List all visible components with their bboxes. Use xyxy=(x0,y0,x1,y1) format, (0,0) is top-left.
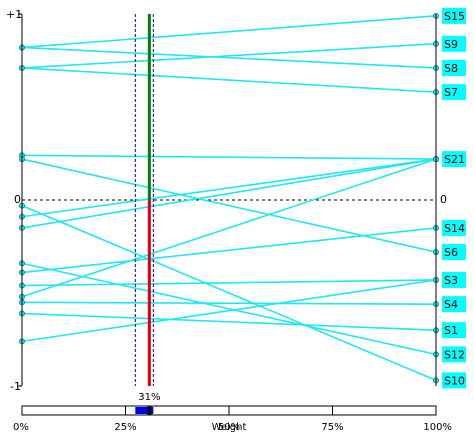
series-line-s4 xyxy=(21,301,437,305)
series-label-s1: S1 xyxy=(444,324,458,337)
series-label-bg xyxy=(442,271,466,288)
weight-axis[interactable]: 0% 25% 50% 75% 100% Weight xyxy=(13,405,452,433)
series-label-s8: S8 xyxy=(444,62,458,75)
weight-tick-label: 50% xyxy=(218,422,240,433)
weight-tick-label: 75% xyxy=(321,422,343,433)
weight-axis-title: Weight xyxy=(212,422,247,433)
y-tick-top: +1 xyxy=(6,8,22,21)
series-line-s14 xyxy=(21,227,437,274)
weight-axis-handle[interactable] xyxy=(147,406,152,415)
series-label-s14: S14 xyxy=(444,222,465,235)
series-line-s3 xyxy=(21,279,437,287)
series-label-bg xyxy=(442,296,466,313)
series-label-bg xyxy=(442,244,466,261)
series-label-bg xyxy=(442,372,466,389)
axes: +1 0 0 -1 xyxy=(6,8,447,393)
series-label-s6: S6 xyxy=(444,246,458,259)
series-line-s21 xyxy=(21,158,437,298)
series-label-bg xyxy=(442,151,466,168)
series-label-bg xyxy=(442,35,466,52)
series-line-s21 xyxy=(21,154,437,160)
y-tick-bottom: -1 xyxy=(10,380,21,393)
series-labels: S15 S9 S8 S7 S21 S14 S6 S3 S4 S1 S12 S10 xyxy=(442,7,466,389)
series-line-s9 xyxy=(21,42,437,69)
series-line-s8 xyxy=(21,46,437,69)
y-tick-zero-right: 0 xyxy=(440,193,447,206)
weight-tick-label: 25% xyxy=(114,422,136,433)
series-label-s9: S9 xyxy=(444,38,458,51)
series-line-s6 xyxy=(21,158,437,253)
series-label-s21: S21 xyxy=(444,153,465,166)
series-label-s4: S4 xyxy=(444,298,458,311)
series-line-s3 xyxy=(21,279,437,343)
weight-marker[interactable]: 31% xyxy=(134,14,160,403)
series-label-bg xyxy=(442,84,466,101)
series-lines xyxy=(18,12,439,384)
series-line-s12 xyxy=(21,262,437,356)
series-label-bg xyxy=(442,219,466,236)
series-line-s15 xyxy=(21,15,437,49)
series-line-s10 xyxy=(21,204,437,382)
series-line-s7 xyxy=(21,67,437,93)
series-label-s10: S10 xyxy=(444,374,465,387)
weight-percent-label: 31% xyxy=(138,392,160,403)
weight-axis-range[interactable] xyxy=(135,407,154,414)
series-line-s1 xyxy=(21,312,437,331)
weight-tick-label: 100% xyxy=(423,422,452,433)
series-label-bg xyxy=(442,59,466,76)
series-label-bg xyxy=(442,7,466,24)
series-label-s7: S7 xyxy=(444,86,458,99)
series-line-s21 xyxy=(21,158,437,218)
series-line-s21 xyxy=(21,158,437,229)
series-label-bg xyxy=(442,322,466,339)
series-label-s15: S15 xyxy=(444,10,465,23)
weight-tick-label: 0% xyxy=(13,422,29,433)
y-tick-zero-left: 0 xyxy=(14,193,21,206)
series-label-bg xyxy=(442,346,466,363)
series-label-s3: S3 xyxy=(444,274,458,287)
series-label-s12: S12 xyxy=(444,348,465,361)
